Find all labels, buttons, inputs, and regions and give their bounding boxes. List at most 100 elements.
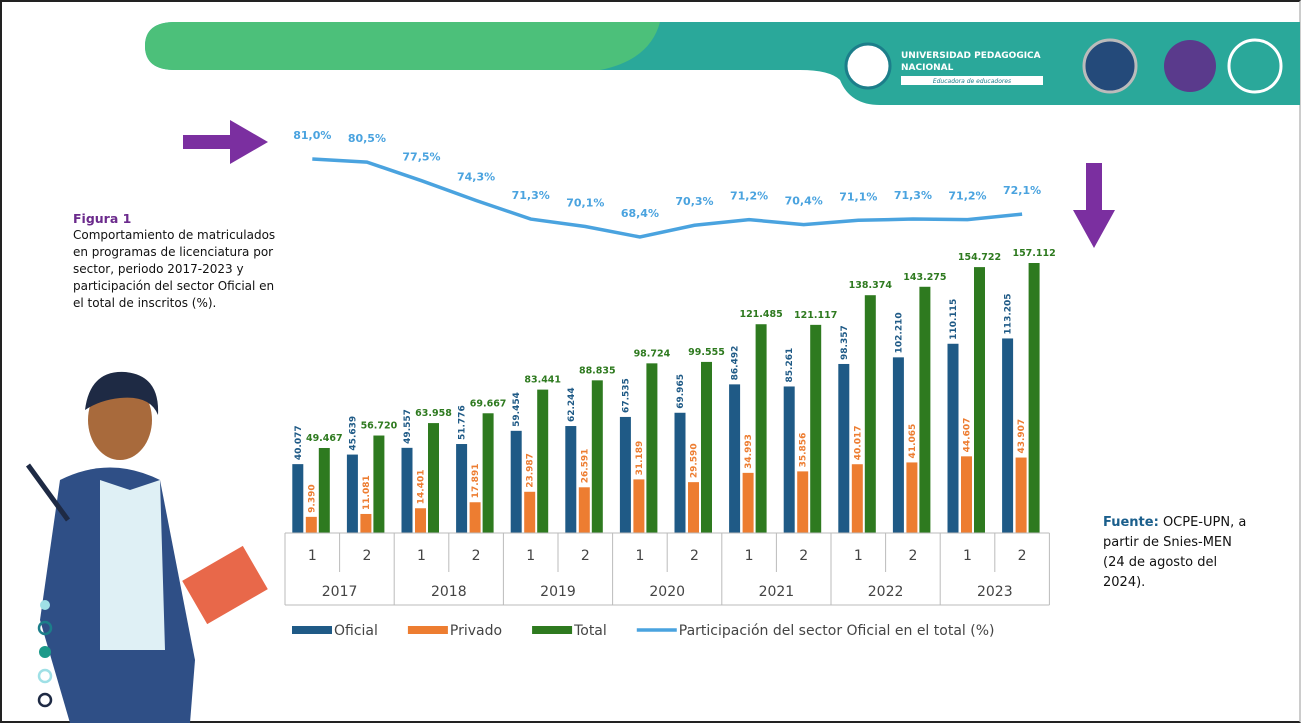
bar [729, 384, 741, 533]
x-tick-label: 1 [854, 548, 863, 564]
illustration [25, 371, 268, 723]
x-tick-label: 1 [308, 548, 317, 564]
x-tick-label: 1 [745, 548, 754, 564]
header-banner-light [145, 22, 660, 70]
data-label: 98.357 [840, 325, 850, 360]
x-tick-label: 2 [1018, 548, 1027, 564]
bar [674, 412, 686, 533]
data-label: 31.189 [635, 441, 645, 476]
data-label: 26.591 [580, 449, 590, 484]
bar [510, 430, 522, 533]
legend-label: Privado [450, 623, 502, 639]
bar [851, 464, 863, 533]
data-label: 71,2% [730, 190, 768, 203]
data-label: 68,4% [621, 207, 659, 220]
bar [797, 471, 809, 533]
bar [974, 267, 985, 533]
bar [838, 363, 850, 533]
x-tick-label: 2 [362, 548, 371, 564]
data-label: 102.210 [894, 312, 904, 353]
bar [578, 487, 590, 533]
data-label: 29.590 [690, 443, 700, 478]
x-tick-label: 2 [799, 548, 808, 564]
bar [688, 482, 699, 533]
bar [415, 508, 426, 533]
arrow [1073, 163, 1115, 248]
bar [633, 479, 645, 533]
legend-label: Participación del sector Oficial en el t… [679, 623, 995, 639]
data-label: 49.557 [403, 409, 413, 444]
motto: Educadora de educadores [933, 78, 1011, 85]
bar [1028, 263, 1040, 533]
data-label: 67.535 [621, 378, 631, 413]
data-label: 80,5% [348, 132, 386, 145]
caption-box: Figura 1 Comportamiento de matriculados e… [73, 210, 288, 312]
bar [373, 435, 385, 533]
logo-right [1164, 40, 1216, 92]
bar [892, 357, 904, 533]
data-label: 40.017 [853, 425, 863, 460]
x-tick-label: 2 [908, 548, 917, 564]
x-tick-label: 2 [581, 548, 590, 564]
bar [482, 413, 494, 533]
data-label: 43.907 [1017, 419, 1027, 454]
data-label: 49.467 [306, 433, 343, 444]
data-label: 45.639 [348, 416, 358, 451]
bar [810, 324, 822, 533]
x-group-label: 2020 [649, 584, 685, 600]
x-group-label: 2018 [431, 584, 467, 600]
bar [1015, 457, 1027, 533]
data-label: 138.374 [849, 280, 893, 291]
data-label: 71,3% [894, 189, 932, 202]
legend-marker [532, 626, 573, 634]
x-tick-label: 1 [526, 548, 535, 564]
x-tick-label: 2 [690, 548, 699, 564]
data-label: 143.275 [903, 272, 946, 283]
data-label: 70,4% [785, 195, 823, 208]
source-label: Fuente: [1103, 515, 1159, 530]
bar [1002, 338, 1014, 533]
data-label: 99.555 [688, 347, 725, 358]
bar [906, 462, 918, 533]
bar [961, 456, 972, 533]
legend-marker [292, 626, 332, 634]
data-label: 51.776 [458, 405, 468, 440]
x-group-label: 2022 [868, 584, 904, 600]
seal [1082, 38, 1138, 94]
bar [919, 286, 931, 533]
bar [305, 516, 317, 533]
bar [742, 472, 754, 533]
arrow [183, 120, 268, 164]
bar [456, 444, 468, 533]
source-box: Fuente: OCPE-UPN, a partir de Snies-MEN … [1103, 513, 1253, 593]
bar [591, 380, 603, 533]
bar [346, 454, 358, 533]
legend-label: Oficial [334, 623, 378, 639]
x-group-label: 2019 [540, 584, 576, 600]
data-label: 63.958 [415, 408, 452, 419]
bar [524, 491, 536, 533]
x-group-label: 2017 [322, 584, 358, 600]
bar [947, 343, 959, 533]
data-label: 71,3% [512, 189, 550, 202]
data-label: 69.667 [470, 398, 507, 409]
data-label: 88.835 [579, 365, 616, 376]
bar [401, 447, 413, 533]
data-label: 154.722 [958, 252, 1001, 263]
data-label: 113.205 [1004, 293, 1014, 334]
logo-right [1227, 38, 1283, 94]
data-label: 11.081 [362, 475, 372, 510]
data-label: 71,2% [948, 190, 986, 203]
data-label: 17.891 [471, 464, 481, 499]
bar [619, 416, 631, 533]
bar [360, 513, 372, 533]
data-label: 98.724 [634, 348, 671, 359]
bar [318, 447, 330, 533]
x-tick-label: 1 [963, 548, 972, 564]
bar [755, 324, 767, 533]
bar [565, 426, 577, 533]
data-label: 71,1% [839, 190, 877, 203]
data-label: 35.856 [799, 433, 809, 468]
data-label: 77,5% [402, 151, 440, 164]
